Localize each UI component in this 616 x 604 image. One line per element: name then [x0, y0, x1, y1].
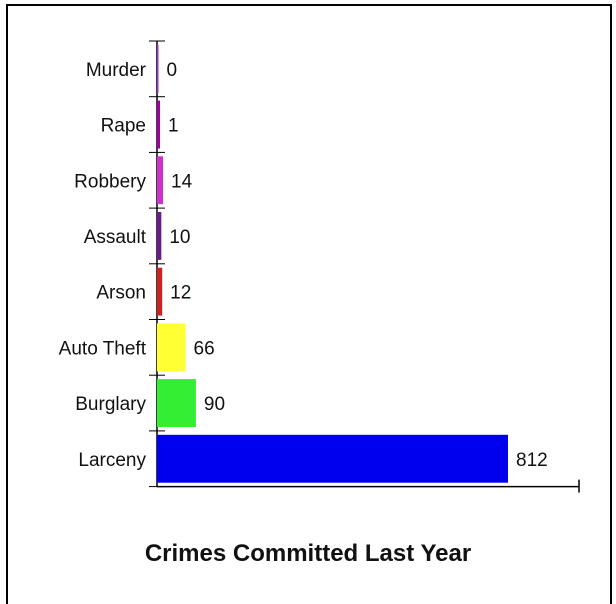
value-label: 10: [169, 227, 190, 248]
category-label: Robbery: [74, 171, 146, 192]
bar-arson: [157, 267, 163, 316]
value-label: 0: [167, 60, 178, 81]
bar-murder: [157, 44, 159, 93]
category-label: Rape: [101, 116, 146, 137]
value-label: 12: [170, 283, 191, 304]
category-label: Arson: [96, 283, 146, 304]
bar-rape: [157, 100, 160, 149]
bar-assault: [157, 211, 162, 260]
value-label: 1: [168, 116, 179, 137]
value-label: 812: [516, 450, 548, 471]
value-label: 90: [204, 394, 225, 415]
category-label: Larceny: [78, 450, 146, 471]
bar-larceny: [157, 434, 508, 483]
value-label: 66: [194, 338, 215, 359]
bar-chart: Murder 0 Rape 1 Robbery 14 Assault 10 Arson 12 Aut…: [59, 40, 580, 493]
category-label: Auto Theft: [59, 338, 147, 359]
category-label: Assault: [84, 227, 147, 248]
value-label: 14: [171, 171, 193, 192]
bar-robbery: [157, 156, 164, 205]
bar-auto-theft: [157, 323, 186, 372]
chart-title: Crimes Committed Last Year: [144, 540, 472, 567]
bar-burglary: [157, 379, 196, 428]
category-label: Burglary: [75, 394, 146, 415]
chart-frame: [6, 4, 612, 604]
category-label: Murder: [86, 60, 147, 81]
